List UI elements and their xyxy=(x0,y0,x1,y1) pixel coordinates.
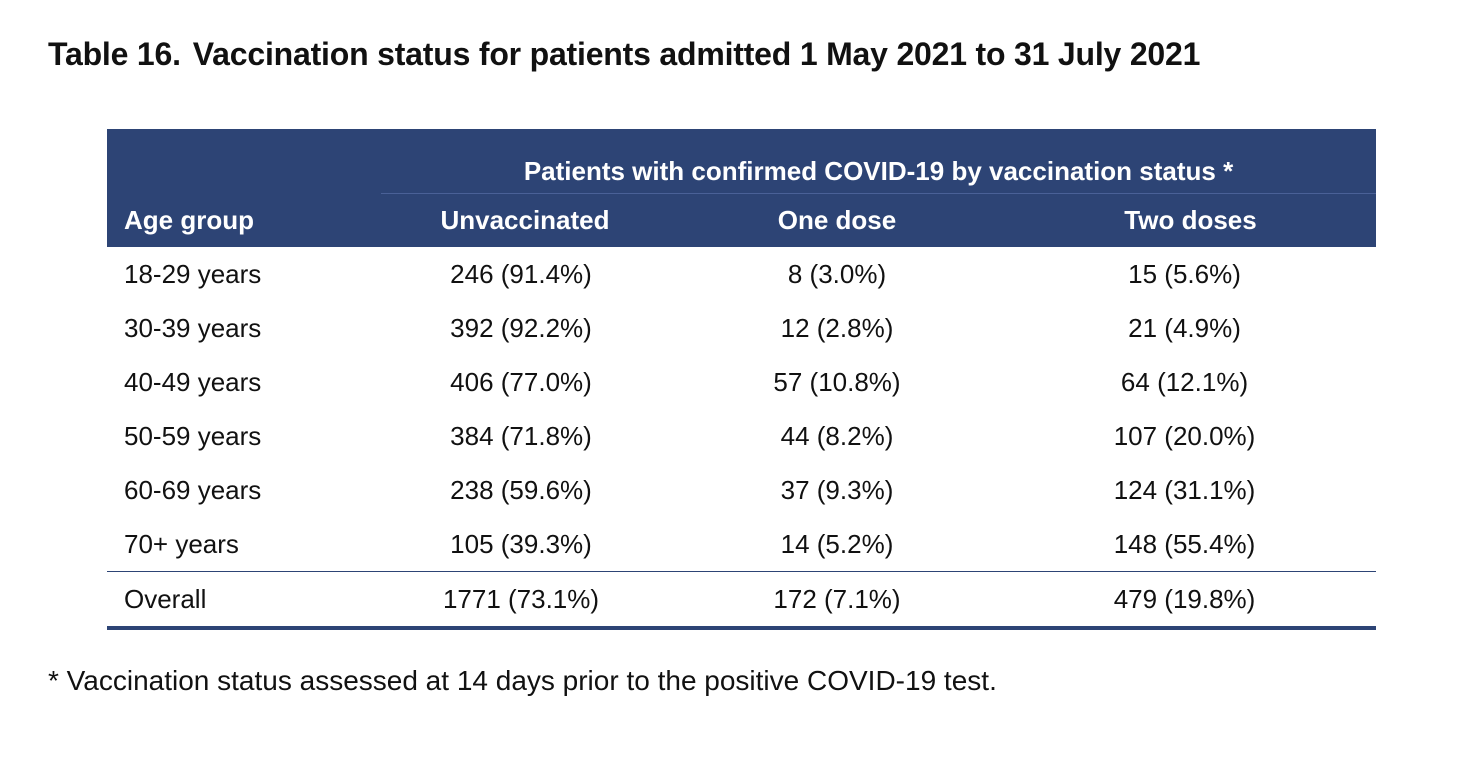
table-number: Table 16. xyxy=(48,36,181,72)
age-group-cell: 18-29 years xyxy=(124,258,262,289)
table-row: 30-39 years 392 (92.2%) 12 (2.8%) 21 (4.… xyxy=(107,301,1376,355)
unvaccinated-cell: 392 (92.2%) xyxy=(450,312,592,343)
column-header-age-group: Age group xyxy=(107,193,381,247)
table-title-text: Vaccination status for patients admitted… xyxy=(192,36,1201,72)
column-header-one-dose: One dose xyxy=(669,193,1005,247)
unvaccinated-cell: 246 (91.4%) xyxy=(450,258,592,289)
table-row: 18-29 years 246 (91.4%) 8 (3.0%) 15 (5.6… xyxy=(107,247,1376,301)
one-dose-cell: 14 (5.2%) xyxy=(780,528,894,559)
one-dose-cell: 57 (10.8%) xyxy=(773,366,901,397)
table-body: 18-29 years 246 (91.4%) 8 (3.0%) 15 (5.6… xyxy=(107,247,1377,630)
age-group-cell: 40-49 years xyxy=(124,366,262,397)
table-row: 60-69 years 238 (59.6%) 37 (9.3%) 124 (3… xyxy=(107,463,1376,517)
two-doses-cell: 107 (20.0%) xyxy=(1113,420,1256,451)
overall-row: Overall 1771 (73.1%) 172 (7.1%) 479 (19.… xyxy=(107,571,1377,630)
unvaccinated-cell: 105 (39.3%) xyxy=(450,528,592,559)
overall-unvaccinated-cell: 1771 (73.1%) xyxy=(381,571,669,630)
two-doses-cell: 124 (31.1%) xyxy=(1113,474,1256,505)
one-dose-cell: 44 (8.2%) xyxy=(780,420,894,451)
column-header-unvaccinated: Unvaccinated xyxy=(381,193,669,247)
age-group-cell: 70+ years xyxy=(124,528,239,559)
unvaccinated-cell: 384 (71.8%) xyxy=(450,420,592,451)
table-row: 50-59 years 384 (71.8%) 44 (8.2%) 107 (2… xyxy=(107,409,1376,463)
table-footnote: * Vaccination status assessed at 14 days… xyxy=(48,665,997,696)
table-row: 70+ years 105 (39.3%) 14 (5.2%) 148 (55.… xyxy=(107,517,1376,572)
overall-label-cell: Overall xyxy=(107,571,381,630)
table-title: Table 16. Vaccination status for patients… xyxy=(48,36,1200,73)
unvaccinated-cell: 238 (59.6%) xyxy=(450,474,592,505)
header-row-top: Patients with confirmed COVID-19 by vacc… xyxy=(107,129,1377,194)
span-header: Patients with confirmed COVID-19 by vacc… xyxy=(381,129,1377,194)
column-header-two-doses: Two doses xyxy=(1005,193,1377,247)
two-doses-cell: 64 (12.1%) xyxy=(1120,366,1249,397)
age-group-cell: 50-59 years xyxy=(124,420,262,451)
overall-one-dose-cell: 172 (7.1%) xyxy=(669,571,1005,630)
age-group-cell: 60-69 years xyxy=(124,474,262,505)
vaccination-table-container: Patients with confirmed COVID-19 by vacc… xyxy=(107,129,1377,630)
table-row: 40-49 years 406 (77.0%) 57 (10.8%) 64 (1… xyxy=(107,355,1376,409)
one-dose-cell: 8 (3.0%) xyxy=(787,258,887,289)
overall-two-doses-cell: 479 (19.8%) xyxy=(1005,571,1377,630)
one-dose-cell: 12 (2.8%) xyxy=(780,312,894,343)
two-doses-cell: 148 (55.4%) xyxy=(1113,528,1256,559)
header-blank-cell xyxy=(107,129,381,194)
vaccination-table: Patients with confirmed COVID-19 by vacc… xyxy=(107,129,1377,630)
header-row-columns: Age group Unvaccinated One dose Two dose… xyxy=(107,193,1377,247)
two-doses-cell: 15 (5.6%) xyxy=(1128,258,1241,289)
unvaccinated-cell: 406 (77.0%) xyxy=(450,366,592,397)
age-group-cell: 30-39 years xyxy=(124,312,262,343)
two-doses-cell: 21 (4.9%) xyxy=(1128,312,1241,343)
one-dose-cell: 37 (9.3%) xyxy=(780,474,894,505)
table-header: Patients with confirmed COVID-19 by vacc… xyxy=(107,129,1377,247)
